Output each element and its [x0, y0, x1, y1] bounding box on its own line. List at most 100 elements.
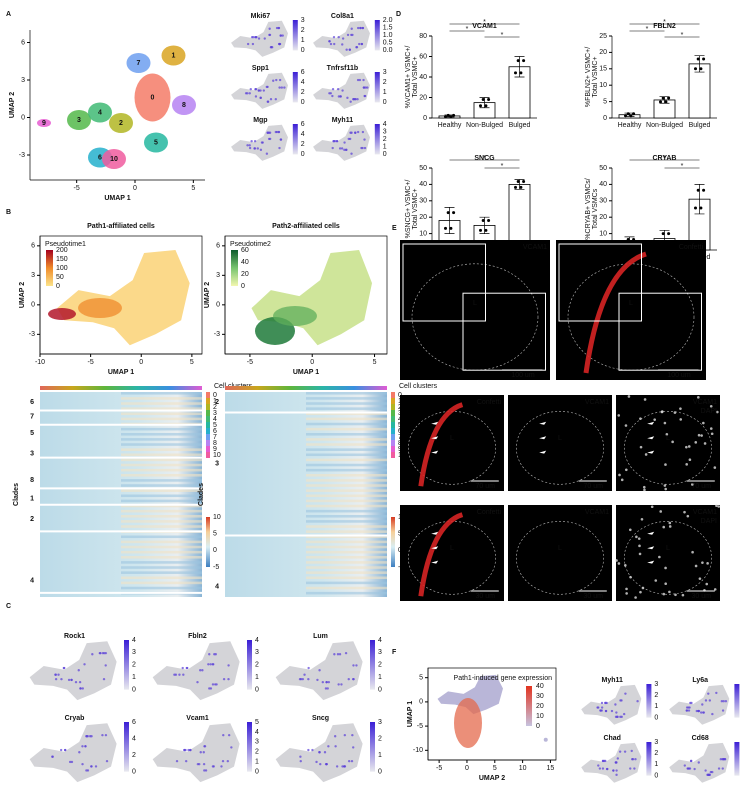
- expression-dot: [311, 748, 314, 752]
- expression-dot: [253, 139, 257, 143]
- expression-dot: [709, 770, 713, 774]
- y-tick-label: 40: [599, 181, 607, 188]
- expression-dot: [336, 87, 340, 91]
- arrow: [539, 436, 547, 440]
- y-axis-label: %CRYAB+ VSMCs/: [585, 178, 592, 239]
- cluster-bar: [225, 386, 387, 390]
- legend-swatch: [391, 428, 395, 434]
- expression-dot: [715, 691, 718, 695]
- expression-dot: [54, 677, 58, 681]
- y-tick-label: 50: [599, 165, 607, 172]
- cell-cloud: [57, 250, 190, 346]
- nucleus: [644, 453, 648, 456]
- expression-dot: [633, 767, 636, 770]
- gene-name: Col8a1: [331, 13, 354, 20]
- cluster-label: 0: [151, 94, 155, 101]
- channel-label: VCAM1: [523, 244, 547, 251]
- expression-dot: [689, 759, 693, 763]
- y-tick-label: 0: [419, 699, 423, 706]
- x-tick-label: Non-Bulged: [646, 122, 683, 129]
- expression-dot: [268, 137, 272, 141]
- replicate-dot: [519, 185, 523, 189]
- expression-dot: [281, 34, 284, 37]
- y-tick-label: 40: [419, 74, 427, 81]
- expression-dot: [688, 706, 691, 709]
- heatmap-row: [121, 520, 202, 523]
- color-bar-label: 1: [654, 703, 658, 710]
- legend-label: 200: [56, 247, 68, 254]
- replicate-dot: [659, 100, 662, 104]
- expression-dot: [355, 664, 358, 667]
- expression-dot: [261, 141, 264, 144]
- y-tick-label: 50: [419, 165, 427, 172]
- nucleus: [683, 510, 686, 514]
- expression-dot: [345, 148, 348, 152]
- color-bar-label: 1: [378, 752, 382, 759]
- cell-cloud: [152, 641, 240, 701]
- legend-swatch: [391, 446, 395, 452]
- replicate-dot: [481, 98, 485, 102]
- y-tick-label: 5: [603, 98, 607, 105]
- heatmap-row: [306, 494, 387, 498]
- expression-dot: [601, 759, 605, 763]
- color-bar-label: 3: [255, 649, 259, 656]
- expression-dot: [259, 89, 262, 92]
- heatmap-row: [306, 468, 387, 472]
- heatmap-row: [306, 530, 387, 533]
- heatmap-row: [121, 484, 202, 487]
- color-bar-label: 3: [383, 128, 387, 135]
- heatmap-row: [121, 479, 202, 482]
- expression-dot: [333, 42, 336, 46]
- color-bar-label: 3: [378, 649, 382, 656]
- nucleus: [664, 463, 667, 466]
- cell-cloud: [581, 684, 642, 725]
- heatmap-row: [306, 407, 387, 410]
- replicate-dot: [487, 218, 491, 222]
- gene-name: Vcam1: [186, 715, 209, 722]
- expression-dot: [326, 687, 329, 690]
- nucleus: [634, 596, 637, 599]
- color-bar: [374, 20, 380, 51]
- expression-dot: [361, 26, 365, 30]
- expression-dot: [327, 745, 330, 748]
- clade-label: 6: [30, 399, 34, 406]
- clade-label: 2: [215, 399, 219, 406]
- expression-dot: [359, 26, 362, 30]
- expression-dot: [68, 760, 72, 764]
- color-bar: [247, 722, 252, 772]
- scale-bar-label: 30 um: [584, 593, 604, 600]
- replicate-dot: [632, 112, 636, 116]
- heatmap-row: [121, 468, 202, 472]
- replicate-dot: [516, 179, 520, 183]
- legend-label: 1: [213, 398, 217, 405]
- x-tick-label: -5: [247, 359, 253, 366]
- cluster-label: 1: [172, 52, 176, 59]
- y-axis-label: UMAP 2: [9, 92, 16, 118]
- nucleus: [713, 588, 717, 591]
- gene-name: Ly6a: [692, 677, 708, 684]
- color-bar-label: 2.0: [383, 17, 393, 24]
- expression-dot: [51, 755, 54, 758]
- color-bar-label: 3: [654, 681, 658, 688]
- expression-dot: [323, 751, 327, 754]
- channel-label: VCAM1: [585, 399, 609, 406]
- nucleus: [639, 590, 642, 594]
- expression-dot: [81, 745, 84, 748]
- heatmap-row: [306, 433, 387, 436]
- color-bar: [124, 640, 129, 690]
- expression-dot: [212, 663, 215, 666]
- arrow: [431, 546, 439, 550]
- color-bar: [526, 686, 532, 726]
- cluster: [144, 132, 168, 153]
- heatmap-row: [306, 474, 387, 477]
- expression-dot: [70, 678, 73, 682]
- expression-dot: [211, 765, 215, 768]
- color-bar-label: 3: [383, 69, 387, 76]
- heatmap-row: [121, 561, 202, 564]
- nucleus: [629, 575, 632, 579]
- replicate-dot: [661, 232, 665, 236]
- color-bar: [292, 124, 298, 155]
- nucleus: [635, 535, 638, 539]
- expression-dot: [248, 92, 251, 95]
- color-bar-label: 0: [255, 768, 259, 775]
